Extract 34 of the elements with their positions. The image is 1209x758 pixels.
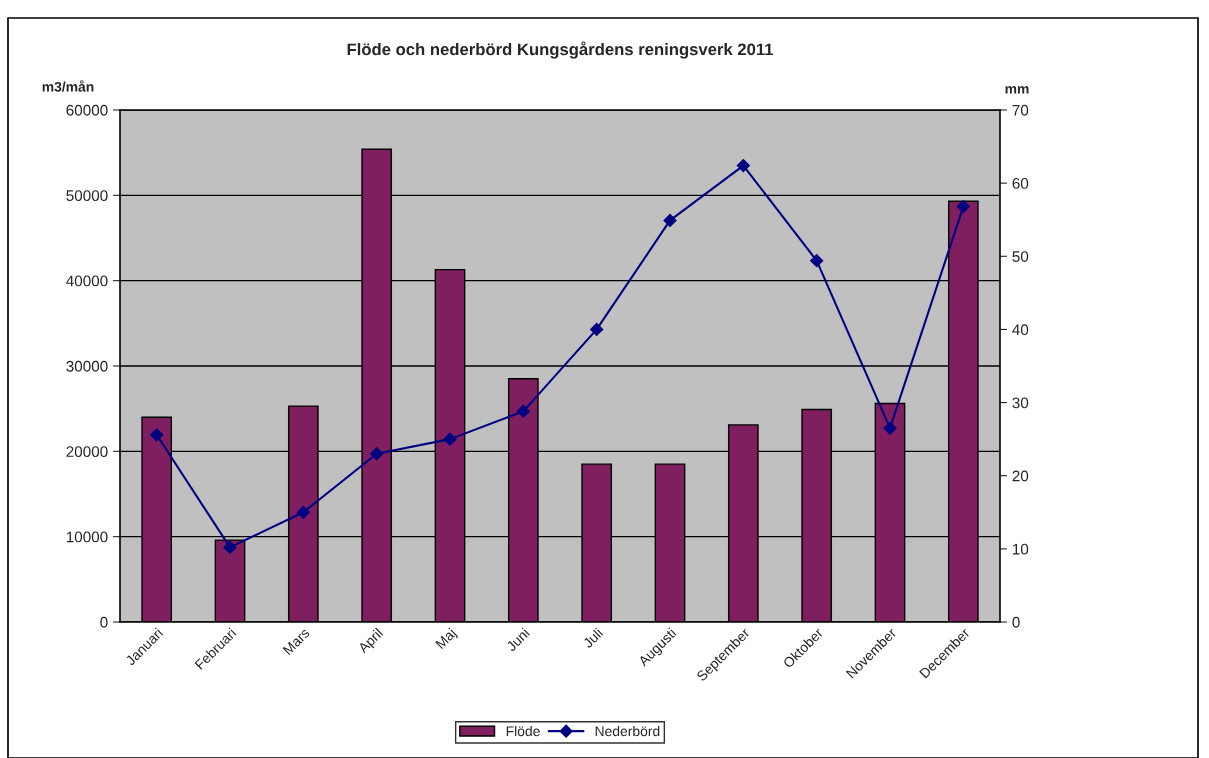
point [883, 421, 897, 435]
point [663, 213, 677, 228]
x-tick-label: Maj [434, 627, 459, 652]
y-tick-label: 0 [100, 616, 108, 628]
point [150, 428, 164, 442]
y2-tick-label: 10 [1012, 543, 1029, 555]
y2-tick-label: 20 [1012, 470, 1029, 482]
y2-tick-label: 70 [1012, 104, 1029, 116]
point [590, 322, 604, 337]
y2-tick-label: 0 [1012, 616, 1020, 628]
point [370, 447, 384, 461]
y2-tick-label: 40 [1012, 324, 1029, 336]
y-tick-label: 30000 [66, 360, 108, 372]
y2-tick-label: 30 [1012, 397, 1029, 409]
point [736, 159, 750, 173]
point [516, 404, 530, 418]
point [296, 505, 310, 519]
point [443, 432, 457, 446]
point [956, 199, 970, 214]
y-tick-label: 60000 [66, 104, 108, 116]
legend-label: Flöde [506, 725, 540, 737]
legend-label: Nederbörd [595, 725, 660, 737]
y2-axis-title: mm [1005, 86, 1029, 94]
point [223, 540, 237, 554]
y-tick-label: 50000 [66, 190, 108, 202]
chart-title: Flöde och nederbörd Kungsgårdens reningsverk 2011 [347, 41, 774, 59]
y-tick-label: 20000 [66, 446, 108, 458]
x-tick-label: Juli [582, 627, 604, 649]
y2-tick-label: 60 [1012, 178, 1029, 189]
point [810, 254, 824, 268]
y-tick-label: 40000 [66, 275, 108, 287]
y2-tick-label: 50 [1012, 251, 1029, 262]
y-tick-label: 10000 [66, 531, 108, 543]
y-axis-title: m3/mån [42, 80, 94, 92]
